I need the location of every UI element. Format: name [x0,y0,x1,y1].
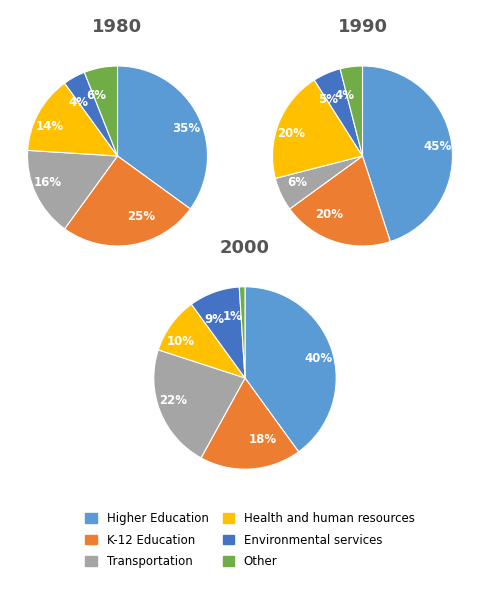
Text: 35%: 35% [172,122,200,135]
Wedge shape [84,66,117,156]
Text: 22%: 22% [160,394,188,407]
Legend: Higher Education, K-12 Education, Transportation, Health and human resources, En: Higher Education, K-12 Education, Transp… [80,506,420,574]
Text: 6%: 6% [86,89,106,103]
Wedge shape [276,156,362,209]
Title: 2000: 2000 [220,239,270,257]
Text: 6%: 6% [287,176,307,188]
Text: 45%: 45% [423,140,451,153]
Wedge shape [158,304,245,378]
Wedge shape [340,66,362,156]
Wedge shape [201,378,298,469]
Wedge shape [64,156,190,246]
Wedge shape [28,83,118,156]
Wedge shape [245,287,336,452]
Text: 16%: 16% [34,176,62,188]
Text: 20%: 20% [316,208,344,221]
Text: 1%: 1% [223,310,243,323]
Wedge shape [28,151,118,229]
Text: 9%: 9% [204,313,224,326]
Wedge shape [290,156,390,246]
Wedge shape [362,66,452,242]
Wedge shape [272,80,362,178]
Wedge shape [118,66,208,209]
Text: 25%: 25% [127,210,155,223]
Wedge shape [192,287,245,378]
Text: 4%: 4% [68,96,88,109]
Wedge shape [314,69,362,156]
Text: 14%: 14% [36,120,64,133]
Wedge shape [64,73,118,156]
Text: 10%: 10% [167,335,195,348]
Wedge shape [240,287,245,378]
Text: 40%: 40% [304,352,332,365]
Title: 1990: 1990 [338,19,388,37]
Title: 1980: 1980 [92,19,142,37]
Text: 20%: 20% [278,127,305,140]
Wedge shape [154,350,245,458]
Text: 18%: 18% [249,433,277,446]
Text: 5%: 5% [318,94,338,106]
Text: 4%: 4% [335,89,355,102]
